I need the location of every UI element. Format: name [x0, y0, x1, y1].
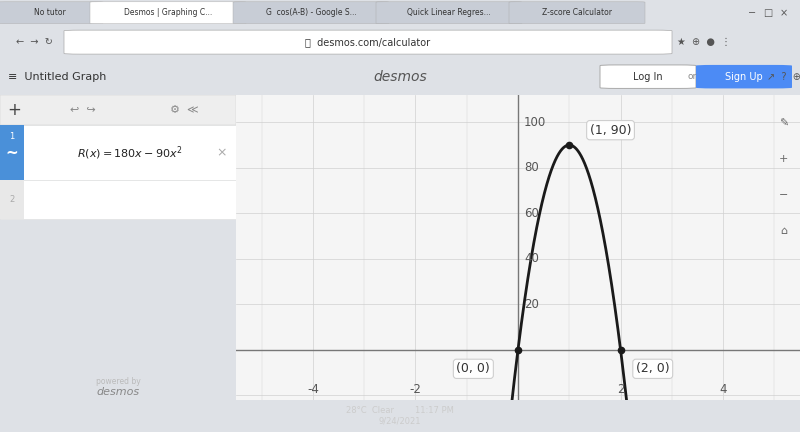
FancyBboxPatch shape [0, 125, 236, 180]
FancyBboxPatch shape [0, 180, 236, 219]
Text: Desmos | Graphing C...: Desmos | Graphing C... [124, 8, 212, 17]
Text: 20: 20 [524, 298, 539, 311]
Text: 40: 40 [524, 252, 539, 265]
Text: or: or [687, 72, 697, 81]
Text: 🔒  desmos.com/calculator: 🔒 desmos.com/calculator [306, 37, 430, 47]
Text: -4: -4 [307, 383, 319, 396]
Text: desmos: desmos [373, 70, 427, 84]
Text: Z-score Calculator: Z-score Calculator [542, 8, 612, 17]
Text: Quick Linear Regres...: Quick Linear Regres... [407, 8, 491, 17]
FancyBboxPatch shape [376, 2, 522, 24]
Text: 4: 4 [719, 383, 727, 396]
Text: $R(x) = 180x - 90x^2$: $R(x) = 180x - 90x^2$ [77, 144, 182, 162]
Text: −: − [778, 190, 788, 200]
Text: -2: -2 [410, 383, 422, 396]
FancyBboxPatch shape [0, 180, 24, 219]
FancyBboxPatch shape [696, 65, 792, 89]
Text: powered by: powered by [96, 377, 140, 386]
Text: 60: 60 [524, 207, 539, 220]
Text: (2, 0): (2, 0) [636, 362, 670, 375]
FancyBboxPatch shape [0, 125, 24, 180]
FancyBboxPatch shape [64, 30, 672, 54]
Text: ⚙  ≪: ⚙ ≪ [170, 105, 198, 115]
FancyBboxPatch shape [600, 65, 696, 89]
Text: ↗  ?  ⊕: ↗ ? ⊕ [767, 72, 800, 82]
Text: 2: 2 [9, 195, 14, 204]
Text: 80: 80 [524, 161, 539, 174]
Text: ×: × [780, 8, 788, 18]
FancyBboxPatch shape [0, 95, 236, 125]
Text: ✎: ✎ [778, 118, 788, 128]
Text: desmos: desmos [97, 387, 139, 397]
Text: 100: 100 [524, 116, 546, 129]
FancyBboxPatch shape [233, 2, 389, 24]
Text: (0, 0): (0, 0) [457, 362, 490, 375]
Text: ↩  ↪: ↩ ↪ [70, 105, 95, 115]
Text: 1: 1 [9, 132, 14, 140]
Text: −: − [748, 8, 756, 18]
Text: ←  →  ↻: ← → ↻ [16, 37, 53, 47]
FancyBboxPatch shape [90, 2, 246, 24]
Text: 2: 2 [617, 383, 624, 396]
Text: ~: ~ [6, 146, 18, 160]
Text: □: □ [763, 8, 773, 18]
Text: ≡  Untitled Graph: ≡ Untitled Graph [8, 72, 106, 82]
Text: ★  ⊕  ●  ⋮: ★ ⊕ ● ⋮ [677, 37, 731, 47]
Text: G  cos(A-B) - Google S...: G cos(A-B) - Google S... [266, 8, 356, 17]
Text: No tutor: No tutor [34, 8, 66, 17]
FancyBboxPatch shape [0, 2, 103, 24]
Text: +: + [7, 101, 21, 119]
Text: Sign Up: Sign Up [725, 72, 763, 82]
Text: 28°C  Clear        11:17 PM
9/24/2021: 28°C Clear 11:17 PM 9/24/2021 [346, 406, 454, 426]
Text: ×: × [217, 146, 227, 159]
FancyBboxPatch shape [509, 2, 645, 24]
Text: ⌂: ⌂ [780, 226, 787, 236]
Text: (1, 90): (1, 90) [590, 124, 631, 137]
Text: Log In: Log In [633, 72, 663, 82]
Text: +: + [778, 154, 788, 164]
